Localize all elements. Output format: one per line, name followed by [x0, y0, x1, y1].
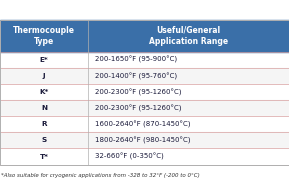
Text: Useful/General
Application Range: Useful/General Application Range: [149, 26, 228, 46]
Text: 200-2300°F (95-1260°C): 200-2300°F (95-1260°C): [95, 105, 182, 112]
Text: T*: T*: [40, 154, 49, 160]
Text: 200-2300°F (95-1260°C): 200-2300°F (95-1260°C): [95, 89, 182, 96]
Bar: [0, 20, 289, 52]
Text: R: R: [41, 121, 47, 127]
Text: 1800-2640°F (980-1450°C): 1800-2640°F (980-1450°C): [95, 137, 191, 144]
Text: *Also suitable for cryogenic applications from -328 to 32°F (-200 to 0°C): *Also suitable for cryogenic application…: [1, 173, 200, 178]
Text: E*: E*: [40, 57, 49, 63]
Text: 1600-2640°F (870-1450°C): 1600-2640°F (870-1450°C): [95, 121, 191, 128]
Bar: [0, 20, 289, 165]
Text: 200-1400°F (95-760°C): 200-1400°F (95-760°C): [95, 72, 177, 80]
Bar: [0, 52, 289, 68]
Bar: [0, 148, 289, 165]
Text: 32-660°F (0-350°C): 32-660°F (0-350°C): [95, 153, 164, 160]
Text: K*: K*: [39, 89, 49, 95]
Bar: [0, 84, 289, 100]
Text: N: N: [41, 105, 47, 111]
Text: J: J: [43, 73, 45, 79]
Text: S: S: [41, 137, 47, 143]
Bar: [0, 100, 289, 116]
Bar: [0, 116, 289, 132]
Text: 200-1650°F (95-900°C): 200-1650°F (95-900°C): [95, 56, 177, 63]
Bar: [0, 68, 289, 84]
Bar: [0, 132, 289, 148]
Text: Thermocouple
Type: Thermocouple Type: [13, 26, 75, 46]
